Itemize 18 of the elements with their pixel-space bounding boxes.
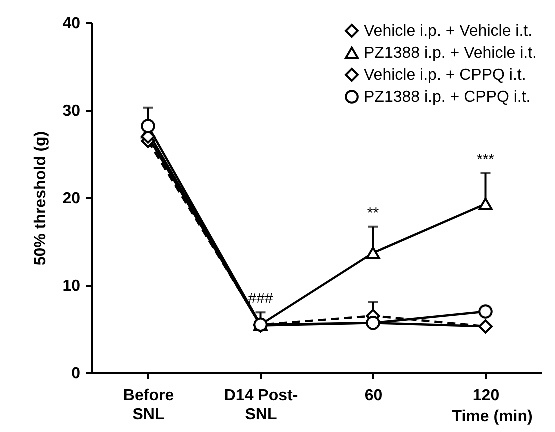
x-axis-title: Time (min)	[452, 408, 533, 426]
legend-label: Vehicle i.p. + Vehicle i.t.	[364, 23, 533, 40]
y-axis-title: 50% threshold (g)	[32, 131, 50, 266]
y-tick-label: 10	[62, 278, 81, 295]
y-tick-label: 30	[62, 103, 81, 120]
legend-label: PZ1388 i.p. + Vehicle i.t.	[364, 45, 537, 62]
x-tick-label: 120	[472, 388, 500, 404]
legend-label: PZ1388 i.p. + CPPQ i.t.	[364, 89, 531, 106]
annotation: **	[367, 204, 380, 222]
x-tick-label: 60	[364, 388, 383, 404]
annotation: ###	[248, 290, 274, 308]
y-tick-label: 20	[62, 190, 81, 208]
y-tick-label: 40	[62, 16, 81, 32]
x-tick-label: Before SNL	[123, 388, 174, 424]
x-tick-label: D14 Post-SNL	[224, 388, 298, 424]
annotation: ***	[476, 152, 495, 168]
y-tick-label: 0	[72, 366, 81, 382]
legend-label: Vehicle i.p. + CPPQ i.t.	[364, 67, 526, 84]
